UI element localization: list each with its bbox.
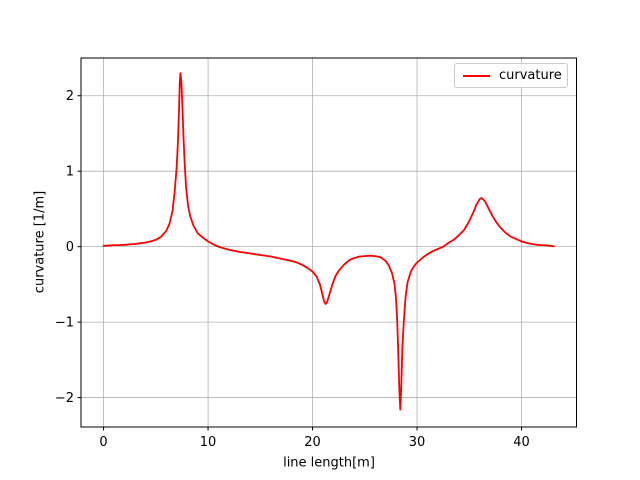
legend-label: curvature — [499, 68, 562, 83]
x-tick-label: 40 — [513, 435, 530, 450]
series-line-curvature — [102, 72, 555, 411]
x-tick-label: 10 — [200, 435, 217, 450]
x-tick-label: 0 — [99, 435, 107, 450]
y-tick-label: 1 — [66, 165, 74, 180]
x-tick-label: 20 — [304, 435, 321, 450]
x-axis-label: line length[m] — [283, 455, 375, 471]
legend: curvature — [454, 63, 568, 88]
legend-line-sample — [463, 74, 490, 77]
y-tick-label: −1 — [55, 316, 74, 331]
x-tick-label: 30 — [409, 435, 426, 450]
y-axis-label: curvature [1/m] — [32, 190, 48, 294]
y-tick-label: 0 — [66, 240, 74, 255]
y-tick-label: 2 — [66, 89, 74, 104]
y-tick-label: −2 — [55, 391, 74, 406]
axes-spines — [80, 57, 577, 428]
